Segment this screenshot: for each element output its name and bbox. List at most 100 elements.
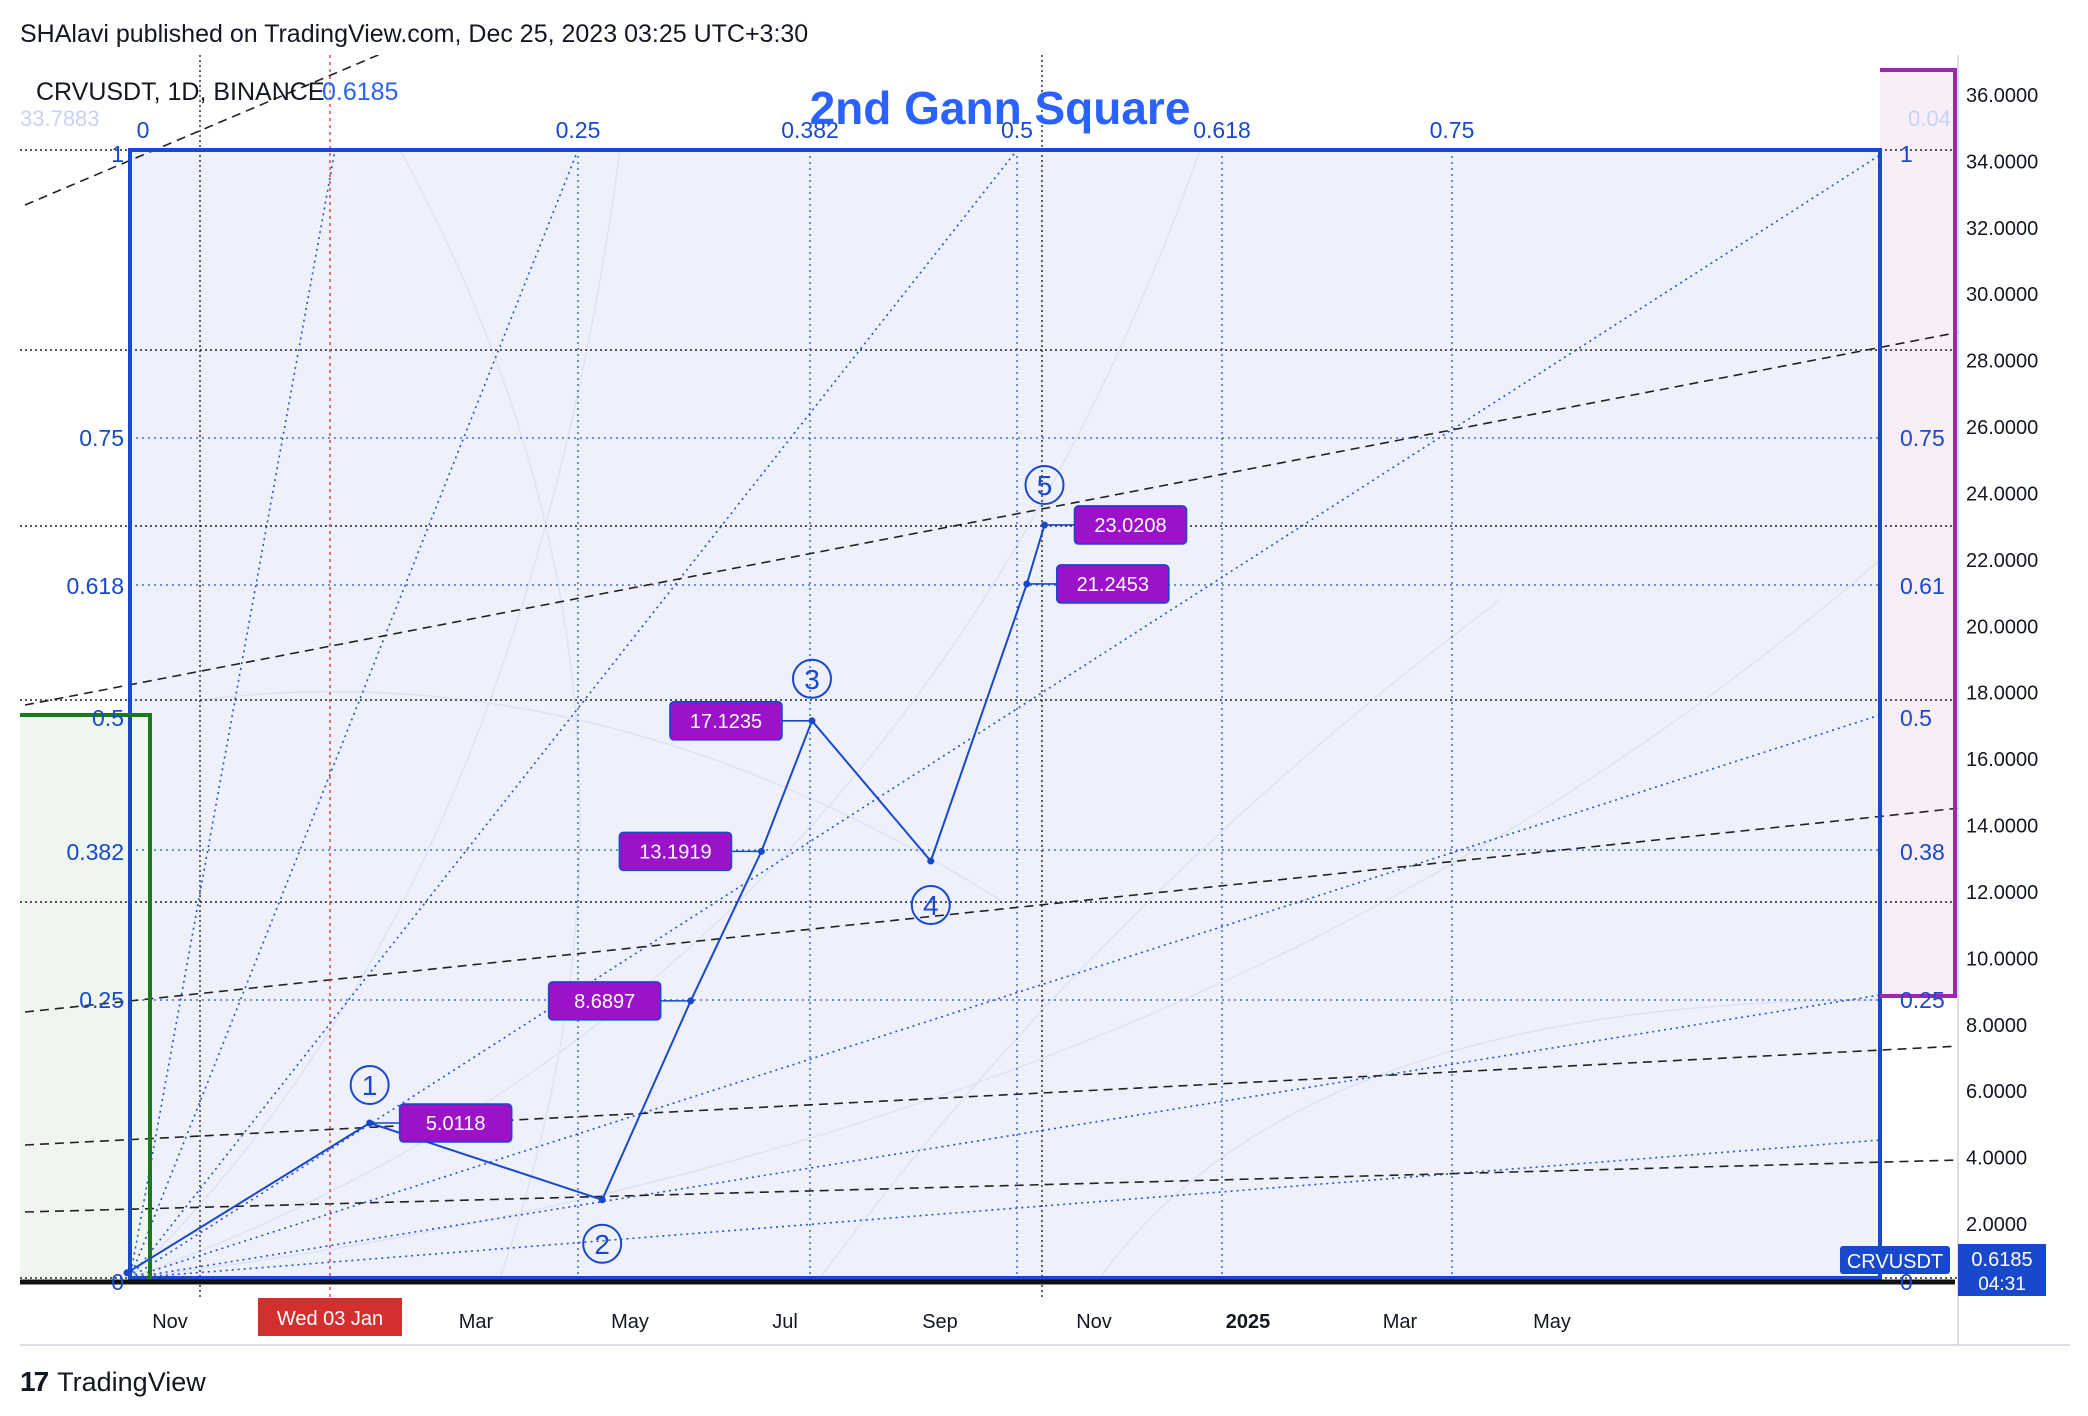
gann-top-level: 0: [137, 117, 150, 143]
last-price-tag: [1958, 1244, 2046, 1296]
gann-right-level: 0.38: [1900, 839, 1945, 865]
price-tick-label: 34.0000: [1966, 151, 2038, 173]
gann-right-level: 0.61: [1900, 573, 1945, 599]
time-tick-label: May: [611, 1311, 649, 1333]
gann-left-level: 0: [111, 1269, 124, 1295]
gann-top-level: 0.25: [556, 117, 601, 143]
green-box-border[interactable]: [20, 713, 152, 1282]
elliott-wave[interactable]: 1 2 3 4 5 5.0118 8.6897 13.1919 17.1235 21.2453 23…: [123, 464, 1188, 1277]
price-tick-label: 26.0000: [1966, 417, 2038, 439]
crosshair-date-tag: [258, 1298, 402, 1336]
price-label-box[interactable]: [547, 981, 662, 1021]
gann-left-level: 0.618: [66, 573, 124, 599]
price-label-box[interactable]: [1073, 505, 1188, 545]
time-tick-label: Sep: [922, 1311, 958, 1333]
price-label-box[interactable]: [1056, 564, 1170, 604]
price-tick-label: 16.0000: [1966, 749, 2038, 771]
time-tick-label: Jul: [772, 1311, 798, 1333]
gann-right-level: 1: [1900, 141, 1913, 167]
price-label-text: 8.6897: [574, 991, 635, 1013]
gann-left-levels: 1 0.75 0.618 0.5 0.382 0.25 0: [66, 141, 124, 1295]
price-tick-label: 14.0000: [1966, 816, 2038, 838]
price-label-box[interactable]: [669, 701, 783, 741]
wave-marker-circle: [1024, 464, 1065, 505]
gann-right-levels: 1 0.75 0.61 0.5 0.38 0.25 0: [1900, 141, 1945, 1295]
vertical-grid: [199, 55, 1453, 1300]
price-tick-label: 20.0000: [1966, 616, 2038, 638]
wave-point[interactable]: [927, 857, 935, 865]
crosshair-date-label: Wed 03 Jan: [277, 1308, 383, 1330]
wave-marker-label: 3: [804, 664, 820, 695]
price-label-text: 17.1235: [690, 711, 762, 733]
price-label-text: 21.2453: [1077, 574, 1149, 596]
time-tick-label: Nov: [152, 1311, 188, 1333]
wave-marker-circle: [582, 1223, 623, 1264]
price-tick-label: 10.0000: [1966, 948, 2038, 970]
price-tick-label: 6.0000: [1966, 1081, 2027, 1103]
price-tick-label: 36.0000: [1966, 85, 2038, 107]
gann-top-level: 0.382: [781, 117, 839, 143]
purple-box-border[interactable]: [1880, 68, 1957, 998]
price-label-box[interactable]: [398, 1103, 513, 1143]
gann-top-level: 0.75: [1430, 117, 1475, 143]
price-tick-label: 8.0000: [1966, 1015, 2027, 1037]
gann-top-level: 0.618: [1193, 117, 1251, 143]
symbol-tag: [1840, 1246, 1950, 1274]
gann-top-level: 0.5: [1001, 117, 1033, 143]
wave-marker-label: 4: [923, 890, 939, 921]
gann-right-level: 0.25: [1900, 987, 1945, 1013]
gann-left-level: 0.25: [79, 987, 124, 1013]
time-tick-label: 2025: [1226, 1311, 1271, 1333]
gann-right-level: 0.5: [1900, 705, 1932, 731]
gann-left-level: 1: [111, 141, 124, 167]
wave-marker-label: 5: [1037, 470, 1053, 501]
published-header: SHAlavi published on TradingView.com, De…: [20, 20, 809, 48]
legend-faded-left: 33.7883: [20, 106, 100, 131]
price-tick-label: 28.0000: [1966, 351, 2038, 373]
gann-right-level: 0.75: [1900, 425, 1945, 451]
price-label-text: 5.0118: [426, 1113, 486, 1135]
gann-square-fill: [130, 150, 1880, 1278]
symbol-tag-text: CRVUSDT: [1847, 1251, 1943, 1273]
price-label-text: 13.1919: [639, 841, 711, 863]
price-axis[interactable]: 2.0000 4.0000 6.0000 8.0000 10.0000 12.0000 14…: [1966, 85, 2038, 1236]
gann-left-level: 0.382: [66, 839, 124, 865]
last-price-text: 0.6185: [1971, 1249, 2032, 1271]
gann-left-level: 0.5: [92, 705, 124, 731]
time-tick-label: Nov: [1076, 1311, 1112, 1333]
dashed-trend-lines: [24, 55, 1958, 1213]
time-tick-label: Mar: [1383, 1311, 1418, 1333]
wave-point[interactable]: [598, 1196, 606, 1204]
chart-title: 2nd Gann Square: [810, 82, 1191, 134]
tradingview-logo-icon: 17: [20, 1366, 49, 1397]
price-tick-label: 4.0000: [1966, 1148, 2027, 1170]
time-tick-label: May: [1533, 1311, 1571, 1333]
price-tick-label: 12.0000: [1966, 882, 2038, 904]
purple-box-fill: [1880, 70, 1955, 996]
wave-point[interactable]: [123, 1269, 131, 1277]
time-tick-label: Mar: [459, 1311, 494, 1333]
gann-fan-rays: [129, 149, 1881, 1279]
fan-arcs: [129, 149, 1881, 1279]
price-tick-label: 22.0000: [1966, 550, 2038, 572]
legend-last-value: 0.6185: [322, 78, 398, 106]
gann-right-level: 0: [1900, 1269, 1913, 1295]
time-axis[interactable]: Nov Wed 03 Jan Mar May Jul Sep Nov 2025 Mar May: [152, 1298, 1571, 1336]
wave-marker-circle: [910, 885, 951, 926]
price-label-text: 23.0208: [1094, 515, 1166, 537]
wave-marker-circle: [349, 1064, 390, 1105]
wave-marker-circle: [791, 658, 832, 699]
wave-marker-label: 1: [362, 1070, 378, 1101]
gann-top-levels: 0 0.25 0.382 0.5 0.618 0.75: [137, 117, 1475, 143]
countdown-text: 04:31: [1978, 1274, 2026, 1295]
price-tick-label: 32.0000: [1966, 218, 2038, 240]
footer-brand[interactable]: TradingView: [57, 1366, 206, 1397]
price-tick-label: 18.0000: [1966, 683, 2038, 705]
price-tick-label: 24.0000: [1966, 483, 2038, 505]
price-label-box[interactable]: [618, 831, 733, 872]
price-tick-label: 2.0000: [1966, 1214, 2027, 1236]
wave-marker-label: 2: [594, 1229, 610, 1260]
legend-symbol[interactable]: CRVUSDT, 1D, BINANCE: [36, 78, 325, 106]
legend-faded-right: 0.04: [1908, 106, 1951, 131]
